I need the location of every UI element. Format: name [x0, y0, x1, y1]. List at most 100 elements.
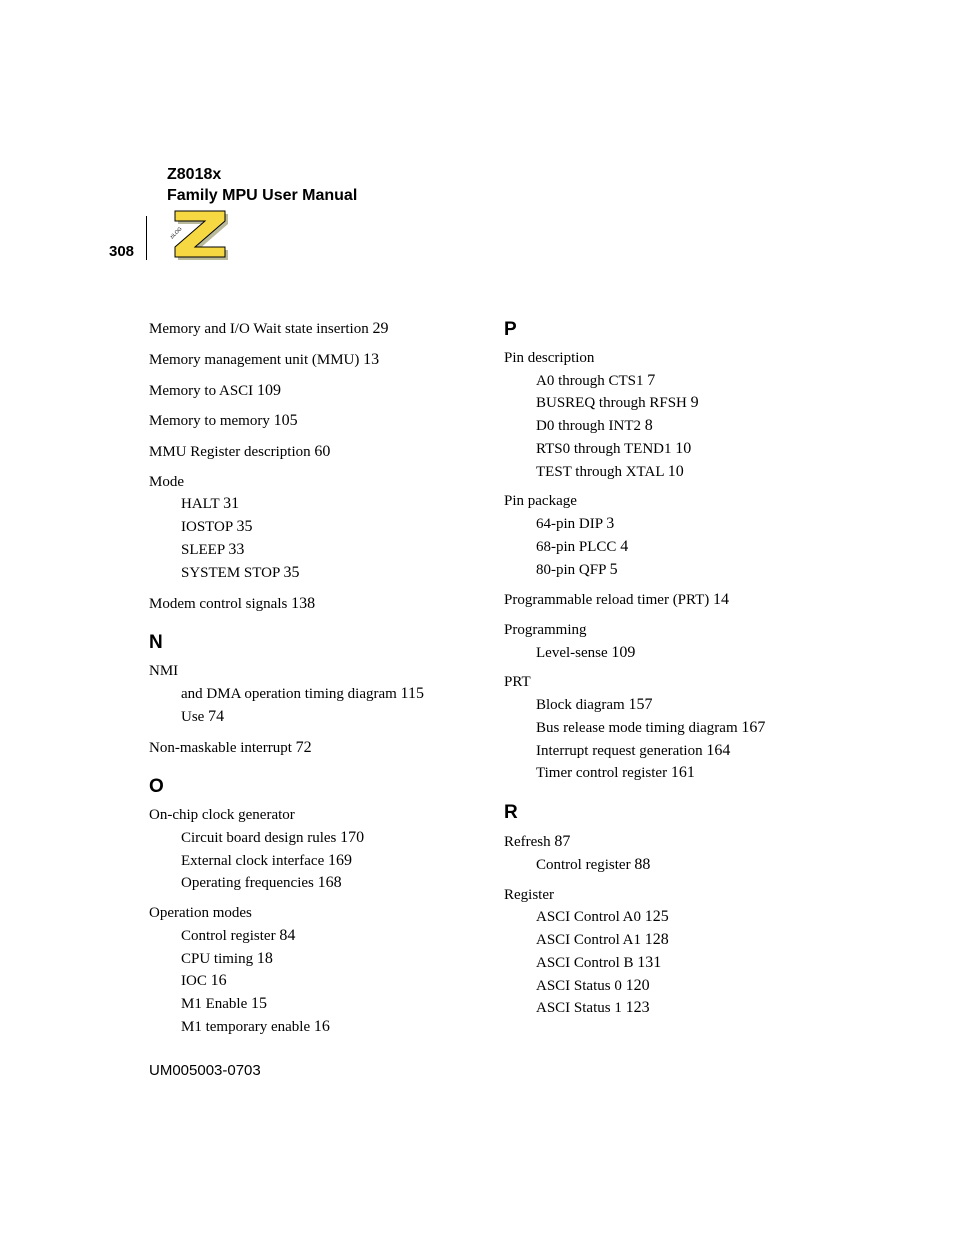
page-reference[interactable]: 18 — [257, 950, 273, 967]
index-parent-entry: Refresh 87 — [504, 832, 829, 853]
entry-group: Programmable reload timer (PRT) 14 — [504, 590, 829, 611]
index-content: Memory and I/O Wait state insertion 29 Me… — [149, 319, 829, 1048]
index-parent-entry: Mode — [149, 473, 474, 493]
page-reference[interactable]: 87 — [554, 833, 570, 850]
index-entry: Memory to memory 105 — [149, 411, 474, 432]
page-reference[interactable]: 157 — [628, 696, 652, 713]
index-parent-entry: Pin package — [504, 492, 829, 512]
document-header: Z8018x Family MPU User Manual — [167, 165, 357, 207]
page-reference[interactable]: 170 — [340, 829, 364, 846]
page-reference[interactable]: 5 — [610, 561, 618, 578]
page-reference[interactable]: 120 — [626, 977, 650, 994]
page-reference[interactable]: 14 — [713, 591, 729, 608]
page-reference[interactable]: 167 — [741, 719, 765, 736]
page-reference[interactable]: 123 — [626, 999, 650, 1016]
section-heading: N — [149, 632, 474, 654]
page-reference[interactable]: 109 — [257, 382, 281, 399]
entry-group: Refresh 87Control register 88 — [504, 832, 829, 876]
index-entry: IOSTOP 35 — [149, 517, 474, 538]
index-parent-entry: PRT — [504, 673, 829, 693]
page-reference[interactable]: 10 — [675, 440, 691, 457]
page-reference[interactable]: 16 — [314, 1018, 330, 1035]
page-reference[interactable]: 164 — [706, 742, 730, 759]
index-entry: M1 temporary enable 16 — [149, 1017, 474, 1038]
page-reference[interactable]: 168 — [318, 874, 342, 891]
entry-text: Programmable reload timer (PRT) — [504, 592, 713, 608]
index-parent-entry: On-chip clock generator — [149, 806, 474, 826]
page-reference[interactable]: 35 — [236, 518, 252, 535]
index-entry: Circuit board design rules 170 — [149, 828, 474, 849]
section-heading: R — [504, 802, 829, 824]
index-entry: 68-pin PLCC 4 — [504, 537, 829, 558]
page-reference[interactable]: 169 — [328, 852, 352, 869]
entry-text: ASCI Control B — [536, 955, 637, 971]
page-reference[interactable]: 125 — [645, 908, 669, 925]
page-reference[interactable]: 33 — [228, 541, 244, 558]
entry-text: Timer control register — [536, 765, 671, 781]
right-column: PPin descriptionA0 through CTS1 7BUSREQ … — [504, 319, 829, 1048]
entry-text: RTS0 through TEND1 — [536, 441, 675, 457]
index-entry: M1 Enable 15 — [149, 994, 474, 1015]
page-reference[interactable]: 84 — [279, 927, 295, 944]
page-reference[interactable]: 74 — [208, 708, 224, 725]
page-reference[interactable]: 31 — [223, 495, 239, 512]
entry-text: Use — [181, 709, 208, 725]
page-reference[interactable]: 10 — [668, 463, 684, 480]
page-reference[interactable]: 7 — [647, 372, 655, 389]
index-entry: D0 through INT2 8 — [504, 416, 829, 437]
index-entry: Non-maskable interrupt 72 — [149, 738, 474, 759]
index-entry: Operating frequencies 168 — [149, 873, 474, 894]
page-reference[interactable]: 109 — [611, 644, 635, 661]
entry-text: M1 temporary enable — [181, 1019, 314, 1035]
footer-document-id: UM005003-0703 — [149, 1062, 261, 1079]
header-divider — [146, 216, 147, 260]
entry-text: Memory management unit (MMU) — [149, 352, 363, 368]
manual-title-line1: Z8018x — [167, 165, 357, 186]
index-entry: Block diagram 157 — [504, 695, 829, 716]
entry-text: Control register — [181, 928, 279, 944]
entry-group: Pin descriptionA0 through CTS1 7BUSREQ t… — [504, 349, 829, 482]
index-entry: Control register 84 — [149, 926, 474, 947]
index-entry: ASCI Control A0 125 — [504, 907, 829, 928]
index-entry: 80-pin QFP 5 — [504, 560, 829, 581]
entry-text: SLEEP — [181, 542, 228, 558]
left-column: Memory and I/O Wait state insertion 29 Me… — [149, 319, 474, 1048]
entry-text: Memory to memory — [149, 413, 274, 429]
page-reference[interactable]: 131 — [637, 954, 661, 971]
index-entry: Memory and I/O Wait state insertion 29 — [149, 319, 474, 340]
index-entry: BUSREQ through RFSH 9 — [504, 393, 829, 414]
entry-text: BUSREQ through RFSH — [536, 395, 691, 411]
entry-text: MMU Register description — [149, 444, 314, 460]
page-reference[interactable]: 88 — [634, 856, 650, 873]
page-number-area: 308 — [109, 243, 147, 260]
entry-text: D0 through INT2 — [536, 418, 645, 434]
index-parent-entry: NMI — [149, 662, 474, 682]
entry-text: CPU timing — [181, 951, 257, 967]
page-reference[interactable]: 13 — [363, 351, 379, 368]
entry-text: ASCI Status 1 — [536, 1000, 626, 1016]
entry-text: Memory to ASCI — [149, 383, 257, 399]
entry-text: Bus release mode timing diagram — [536, 720, 741, 736]
page-reference[interactable]: 16 — [211, 972, 227, 989]
entry-text: ASCI Status 0 — [536, 978, 626, 994]
page-reference[interactable]: 29 — [372, 320, 388, 337]
page-reference[interactable]: 15 — [251, 995, 267, 1012]
page-reference[interactable]: 138 — [291, 595, 315, 612]
page-reference[interactable]: 72 — [296, 739, 312, 756]
entry-group: RegisterASCI Control A0 125ASCI Control … — [504, 886, 829, 1019]
page-reference[interactable]: 3 — [606, 515, 614, 532]
entry-group: NMIand DMA operation timing diagram 115U… — [149, 662, 474, 727]
page-reference[interactable]: 128 — [645, 931, 669, 948]
entry-text: SYSTEM STOP — [181, 565, 284, 581]
page-reference[interactable]: 105 — [274, 412, 298, 429]
entry-group: On-chip clock generatorCircuit board des… — [149, 806, 474, 894]
page-reference[interactable]: 4 — [620, 538, 628, 555]
page-reference[interactable]: 35 — [284, 564, 300, 581]
page-reference[interactable]: 161 — [671, 764, 695, 781]
entry-text: A0 through CTS1 — [536, 373, 647, 389]
page-reference[interactable]: 60 — [314, 443, 330, 460]
page-reference[interactable]: 9 — [691, 394, 699, 411]
page-reference[interactable]: 115 — [401, 685, 424, 702]
entry-group: Operation modesControl register 84CPU ti… — [149, 904, 474, 1037]
page-reference[interactable]: 8 — [645, 417, 653, 434]
